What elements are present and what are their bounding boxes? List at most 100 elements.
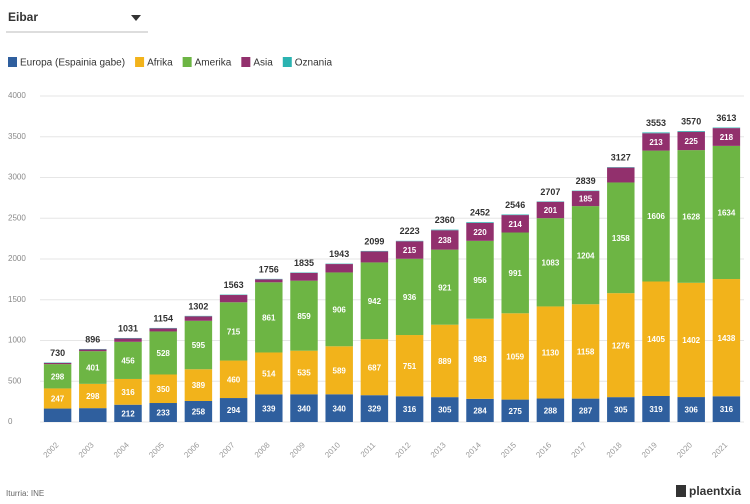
segment-label: 258: [192, 408, 206, 417]
bar-segment: [184, 369, 213, 401]
segment-label: 284: [473, 407, 487, 416]
segment-label: 456: [121, 356, 135, 365]
segment-label: 535: [297, 369, 311, 378]
total-label: 3553: [646, 118, 666, 128]
y-tick-label: 1500: [8, 295, 26, 304]
bar-segment: [607, 397, 635, 422]
total-label: 3127: [611, 153, 631, 163]
segment-label: 389: [192, 381, 206, 390]
segment-label: 214: [509, 220, 523, 229]
segment-label: 233: [157, 409, 171, 418]
segment-label: 991: [509, 269, 523, 278]
y-tick-label: 3500: [8, 132, 26, 141]
segment-label: 1606: [647, 212, 665, 221]
bar-segment: [642, 150, 670, 282]
total-label: 730: [50, 348, 65, 358]
y-tick-label: 4000: [8, 91, 26, 100]
bar-segment: [571, 206, 600, 305]
segment-label: 751: [403, 362, 417, 371]
segment-label: 861: [262, 314, 276, 323]
segment-label: 298: [51, 372, 65, 381]
bar-segment: [325, 346, 353, 395]
y-tick-label: 500: [8, 376, 22, 385]
total-label: 2223: [400, 226, 420, 236]
bar-segment: [184, 400, 213, 422]
segment-label: 247: [51, 395, 65, 404]
bar-segment: [114, 338, 142, 342]
total-label: 1943: [329, 249, 349, 259]
source: Iturria: INE: [6, 489, 44, 498]
bar-segment: [79, 351, 107, 384]
x-tick-label: 2015: [499, 440, 518, 459]
bar-segment: [642, 132, 670, 134]
bar-segment: [571, 191, 600, 207]
total-label: 2546: [505, 200, 525, 210]
bar-segment: [290, 350, 318, 395]
segment-label: 1083: [542, 258, 560, 267]
bar-segment: [501, 215, 529, 233]
segment-label: 1438: [718, 334, 736, 343]
bar-segment: [431, 397, 459, 422]
y-tick-label: 1000: [8, 336, 26, 345]
segment-label: 1130: [542, 349, 560, 358]
segment-label: 319: [649, 405, 663, 414]
dropdown-arrow[interactable]: [131, 15, 141, 21]
segment-label: 1204: [577, 251, 595, 260]
legend-swatch: [135, 57, 145, 67]
bar-segment: [149, 374, 177, 404]
legend-label: Amerika: [195, 58, 232, 69]
bar-segment: [290, 280, 318, 351]
legend-label: Asia: [253, 58, 273, 69]
bar-segment: [79, 349, 107, 352]
segment-label: 687: [368, 363, 382, 372]
bar-segment: [290, 394, 318, 422]
bar-segment: [677, 397, 705, 422]
segment-label: 305: [438, 406, 452, 415]
bar-segment: [607, 167, 635, 183]
x-tick-label: 2012: [394, 440, 413, 459]
segment-label: 1059: [506, 353, 524, 362]
bar-segment: [255, 279, 283, 283]
bar-segment: [431, 249, 459, 325]
segment-label: 514: [262, 370, 276, 379]
dropdown[interactable]: Eibar: [6, 10, 148, 33]
segment-label: 225: [685, 137, 699, 146]
segment-label: 1628: [682, 213, 700, 222]
x-tick-label: 2021: [710, 440, 729, 459]
segment-label: 1276: [612, 341, 630, 350]
total-label: 3570: [681, 116, 701, 126]
segment-label: 298: [86, 392, 100, 401]
bar-segment: [395, 396, 424, 422]
x-tick-label: 2009: [288, 440, 307, 459]
bar-segment: [43, 362, 72, 365]
bar-segment: [184, 320, 213, 370]
bar-segment: [219, 295, 248, 303]
segment-label: 983: [473, 355, 487, 364]
bar-segment: [184, 316, 213, 321]
bar-segment: [571, 398, 600, 422]
segment-label: 460: [227, 375, 241, 384]
bar-segment: [642, 396, 670, 422]
bar-segment: [255, 394, 283, 422]
segment-label: 956: [473, 276, 487, 285]
segment-label: 936: [403, 293, 417, 302]
legend-label: Afrika: [147, 58, 173, 69]
bar-segment: [395, 241, 424, 259]
x-tick-label: 2016: [534, 440, 553, 459]
segment-label: 218: [720, 133, 734, 142]
segment-label: 275: [509, 407, 523, 416]
segment-label: 715: [227, 328, 241, 337]
y-tick-label: 3000: [8, 173, 26, 182]
x-tick-label: 2010: [323, 440, 342, 459]
total-label: 1302: [188, 301, 208, 311]
segment-label: 340: [297, 404, 311, 413]
bar-segment: [43, 408, 72, 422]
x-tick-label: 2011: [359, 440, 378, 459]
segment-label: 185: [579, 195, 593, 204]
x-tick-label: 2002: [42, 440, 61, 459]
dropdown-value[interactable]: Eibar: [8, 10, 38, 24]
bar-segment: [466, 222, 494, 223]
bar-segment: [712, 128, 741, 146]
legend-label: Oznania: [295, 58, 333, 69]
bar-segment: [607, 293, 635, 398]
